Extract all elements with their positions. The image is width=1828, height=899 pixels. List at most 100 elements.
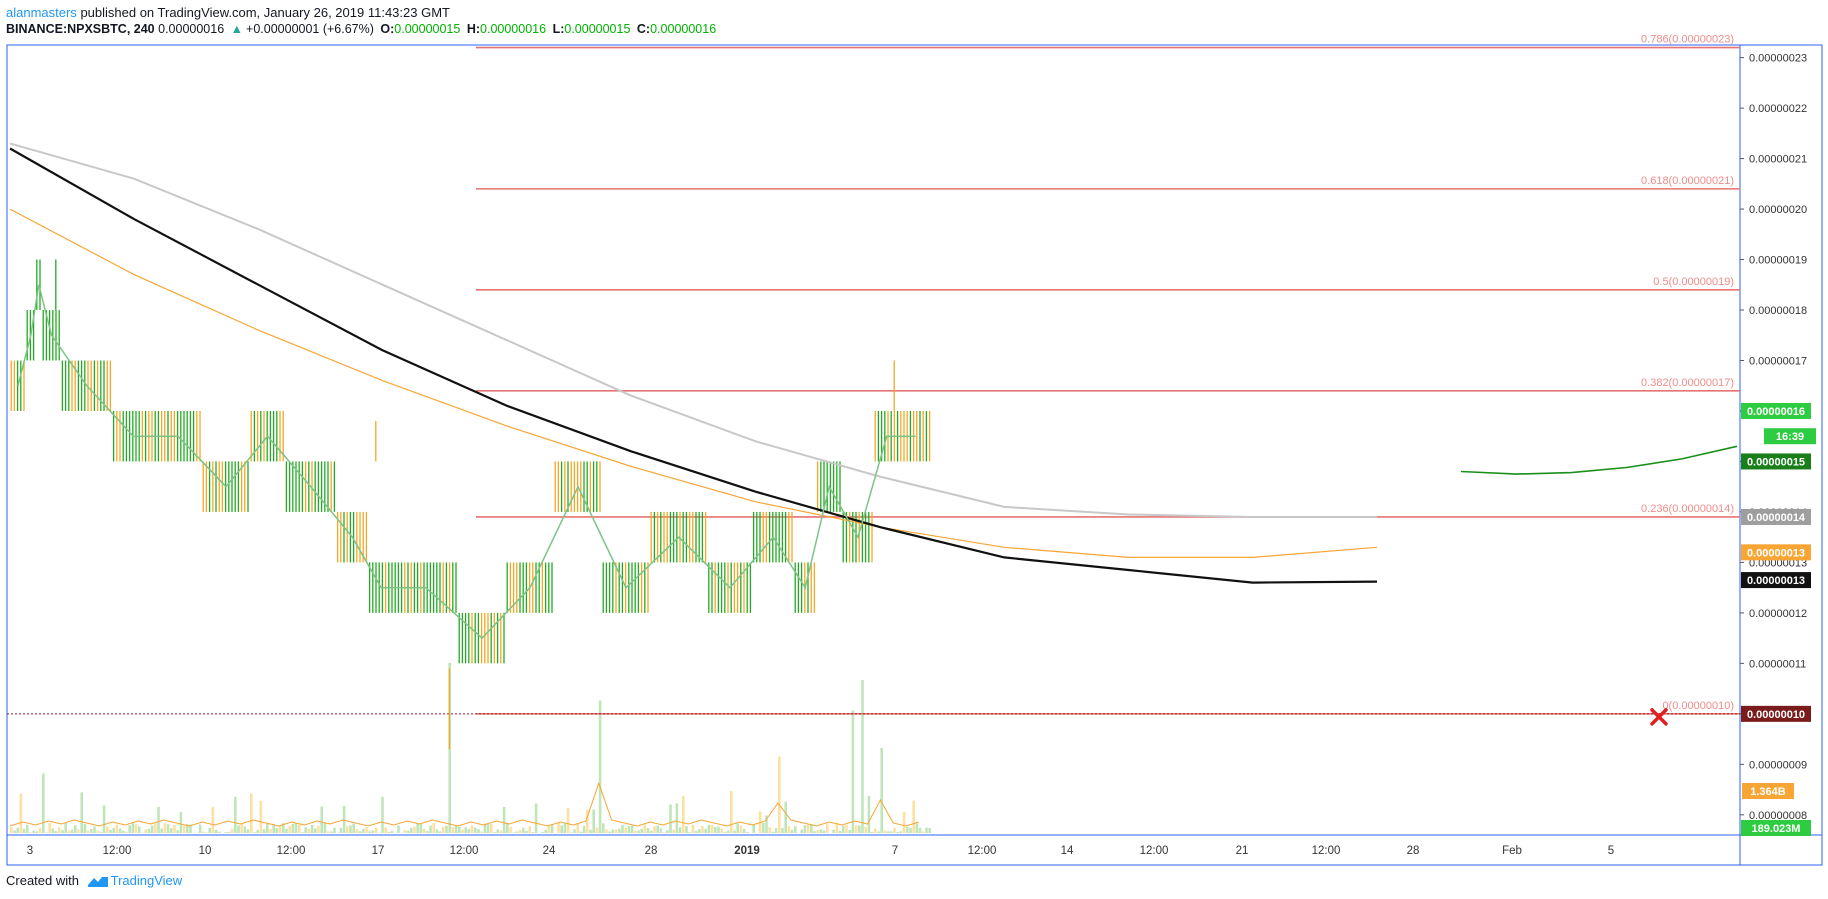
volume-bar: [682, 795, 685, 833]
price-bars: [10, 259, 931, 750]
volume-bar: [182, 825, 186, 833]
volume-bar: [211, 806, 215, 833]
volume-bar: [531, 832, 535, 833]
volume-bar: [666, 830, 669, 833]
axis-badge-volume: [1741, 820, 1811, 836]
volume-bar: [720, 828, 723, 833]
x-tick-label: Feb: [1502, 845, 1522, 857]
volume-bar: [512, 832, 515, 833]
volume-bar: [51, 828, 55, 833]
volume-bar: [752, 824, 755, 833]
x-tick-label: 2019: [734, 845, 760, 857]
volume-bar: [835, 822, 839, 833]
volume-bar: [422, 828, 426, 833]
volume-bar: [429, 825, 432, 833]
volume-bar: [790, 829, 794, 833]
volume-bar: [566, 808, 570, 833]
axis-badge-text: 0.00000015: [1747, 456, 1805, 468]
volume-bar: [240, 823, 243, 833]
fib-level-label: 0.618(0.00000021): [1641, 175, 1734, 187]
volume-bar: [48, 823, 51, 833]
x-tick-label: 3: [27, 845, 33, 857]
x-tick-label: 21: [1236, 845, 1249, 857]
y-tick-label: 0.00000008: [1749, 810, 1807, 822]
volume-bar: [906, 826, 909, 833]
volume-bar: [54, 831, 58, 833]
axis-badge-text: 0.00000013: [1747, 547, 1805, 559]
volume-bar: [672, 829, 675, 833]
low-value: 0.00000015: [564, 22, 631, 36]
axis-badge-text: 0.00000016: [1747, 406, 1805, 418]
volume-bar: [570, 832, 573, 833]
volume-bar: [278, 826, 282, 833]
volume-bar: [77, 829, 80, 833]
volume-bar: [339, 827, 343, 833]
price-change: +0.00000001 (+6.67%): [246, 22, 374, 36]
volume-bar: [10, 827, 13, 833]
volume-bar: [726, 830, 730, 833]
volume-bar: [125, 831, 128, 833]
volume-bar: [838, 830, 842, 833]
volume-bar: [643, 824, 647, 833]
volume-bar: [582, 825, 586, 833]
volume-bar: [848, 829, 851, 833]
volume-bar: [691, 824, 695, 833]
x-tick-label: 28: [645, 845, 658, 857]
volume-bar: [218, 831, 221, 833]
volume-bar: [45, 832, 48, 833]
volume-bar: [483, 823, 487, 833]
volume-bar: [787, 825, 791, 833]
volume-bar: [784, 801, 787, 833]
volume-bar: [58, 827, 61, 833]
fib-level-label: 0.786(0.00000023): [1641, 34, 1734, 46]
volume-bar: [275, 827, 279, 833]
volume-bar: [96, 830, 99, 833]
volume-bar: [310, 825, 314, 833]
volume-bar: [22, 828, 26, 833]
volume-bar: [550, 824, 554, 833]
volume-bar: [637, 830, 640, 833]
volume-bar: [602, 823, 605, 833]
volume-bar: [358, 831, 362, 833]
volume-bar: [109, 829, 112, 833]
volume-bar: [282, 823, 285, 833]
volume-bar: [35, 831, 39, 833]
volume-bar: [102, 805, 106, 833]
y-tick-label: 0.00000011: [1749, 658, 1806, 670]
symbol-title[interactable]: BINANCE:NPXSBTC, 240: [6, 22, 155, 36]
axis-badge-volume_ma: [1742, 783, 1794, 799]
volume-bar: [634, 830, 637, 833]
volume-bar: [819, 829, 823, 833]
volume-bar: [224, 832, 227, 833]
author-link[interactable]: alanmasters: [6, 5, 77, 20]
volume-bar: [867, 795, 871, 833]
volume-bar: [438, 831, 442, 833]
volume-bar: [659, 828, 663, 833]
volume-bar: [326, 831, 330, 833]
tradingview-link[interactable]: TradingView: [110, 873, 183, 888]
volume-bar: [646, 827, 650, 833]
volume-bar: [922, 831, 925, 833]
volume-bar: [880, 748, 883, 833]
volume-bar: [518, 829, 522, 833]
chart-header-publisher: alanmasters published on TradingView.com…: [6, 4, 450, 21]
volume-bar: [80, 792, 83, 833]
volume-bar: [630, 825, 634, 833]
volume-bar: [608, 831, 611, 833]
volume-bar: [83, 823, 87, 833]
y-tick-label: 0.00000021: [1749, 154, 1807, 166]
volume-bar: [458, 826, 461, 833]
low-label: L:: [552, 22, 565, 36]
volume-bar: [477, 829, 480, 833]
volume-bar: [816, 829, 819, 833]
volume-bar: [515, 831, 519, 833]
fib-level-label: 0.236(0.00000014): [1641, 503, 1734, 515]
volume-bar: [627, 826, 631, 833]
y-tick-label: 0.00000013: [1749, 557, 1807, 569]
y-tick-label: 0.00000009: [1749, 759, 1807, 771]
volume-bar: [605, 829, 608, 833]
volume-bar: [598, 700, 602, 833]
volume-bar: [179, 812, 183, 833]
volume-bar: [560, 825, 563, 833]
